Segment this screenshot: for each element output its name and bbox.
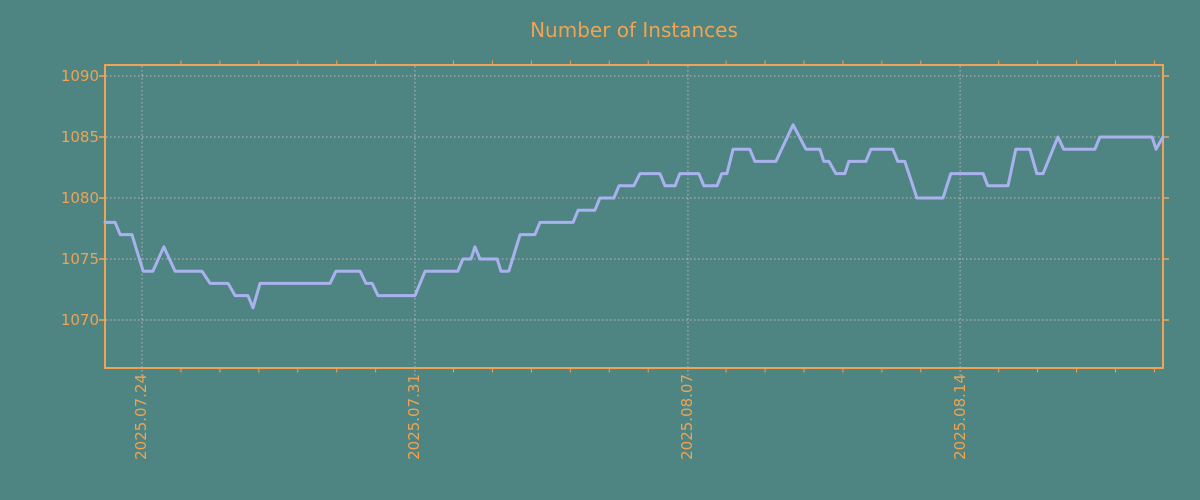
y-axis-tick-label: 1075 xyxy=(60,250,99,268)
y-axis-tick-label: 1085 xyxy=(60,128,99,146)
y-axis-tick-label: 1080 xyxy=(60,189,99,207)
y-axis-tick-label: 1090 xyxy=(60,67,99,85)
x-axis-tick-label: 2025.08.14 xyxy=(950,374,969,460)
instances-line xyxy=(103,123,1165,310)
x-axis-tick-label: 2025.07.31 xyxy=(405,374,424,460)
plot-frame xyxy=(104,64,1164,369)
y-axis-tick-label: 1070 xyxy=(60,311,99,329)
chart-title: Number of Instances xyxy=(530,18,738,42)
x-axis-tick-label: 2025.07.24 xyxy=(132,374,151,460)
x-axis-tick-label: 2025.08.07 xyxy=(678,374,697,460)
